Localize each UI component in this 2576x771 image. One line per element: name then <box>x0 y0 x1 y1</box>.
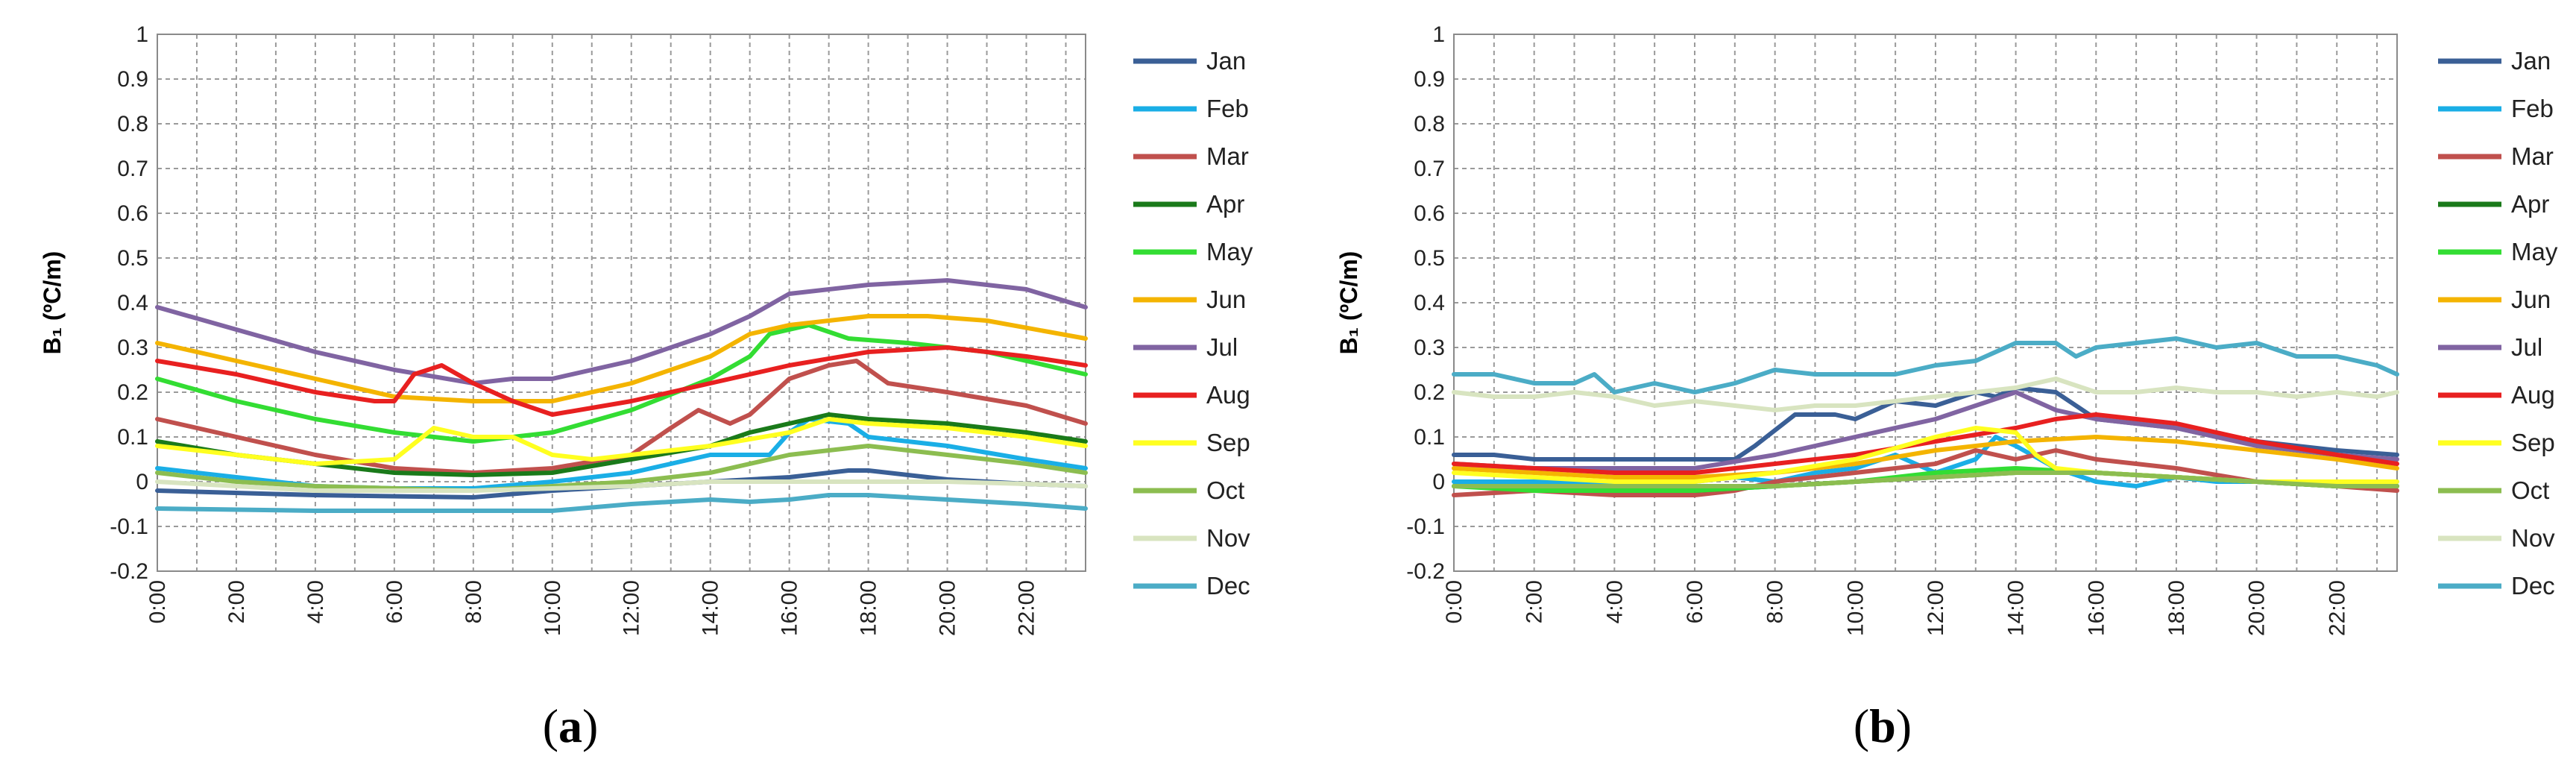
x-tick-label: 18:00 <box>857 580 881 636</box>
series-line-jul <box>1452 390 2399 471</box>
y-tick-label: 0.7 <box>117 157 148 181</box>
y-tick-label: -0.1 <box>1406 514 1445 539</box>
x-tick-label: 16:00 <box>778 580 802 636</box>
y-tick-label: 0 <box>1432 470 1445 494</box>
chart-panel-a: 1 0.9 0.8 0.7 0.6 0.5 0.4 0.3 0.2 0.1 0 -0.1 -0.20:0… <box>39 22 1253 752</box>
y-axis-label: B₁ (ºC/m) <box>1335 251 1362 355</box>
x-tick-label: 4:00 <box>303 580 328 623</box>
legend-label-jul: Jul <box>2511 333 2542 361</box>
series-line-oct <box>1452 471 2399 488</box>
y-tick-label: 0.3 <box>117 336 148 360</box>
x-tick-label: 6:00 <box>382 580 407 623</box>
series-line-aug <box>155 345 1088 417</box>
series-line-nov <box>1452 377 2399 412</box>
series-line-jul <box>155 278 1088 386</box>
legend-label-feb: Feb <box>1206 95 1249 122</box>
legend-label-oct: Oct <box>2511 476 2549 504</box>
y-tick-label: -0.1 <box>110 514 148 539</box>
y-tick-label: 0.8 <box>1414 112 1445 136</box>
y-tick-label: 0.2 <box>117 380 148 405</box>
y-tick-label: 1 <box>1432 22 1445 47</box>
y-tick-label: 0.9 <box>1414 67 1445 92</box>
legend-label-may: May <box>1206 238 1253 265</box>
x-tick-label: 0:00 <box>1442 580 1467 623</box>
y-axis-label: B₁ (ºC/m) <box>39 251 66 355</box>
plot-frame <box>1453 34 2398 572</box>
y-tick-label: -0.2 <box>1406 559 1445 584</box>
series-line-mar <box>1452 448 2399 497</box>
x-tick-label: 16:00 <box>2084 580 2109 636</box>
series-line-nov <box>155 479 1088 493</box>
legend-label-dec: Dec <box>2511 572 2555 600</box>
legend-label-jun: Jun <box>2511 286 2551 313</box>
legend-label-sep: Sep <box>1206 429 1250 456</box>
legend-label-dec: Dec <box>1206 572 1250 600</box>
legend-label-sep: Sep <box>2511 429 2555 456</box>
plot-frame <box>157 34 1086 572</box>
y-tick-label: 0.1 <box>117 425 148 450</box>
y-tick-label: 0.4 <box>117 291 148 315</box>
x-tick-label: 14:00 <box>2004 580 2029 636</box>
x-tick-label: 8:00 <box>462 580 486 623</box>
chart-panel-b: 1 0.9 0.8 0.7 0.6 0.5 0.4 0.3 0.2 0.1 0 -0.1 -0.20:0… <box>1335 22 2558 752</box>
legend-label-aug: Aug <box>2511 381 2555 409</box>
legend-label-apr: Apr <box>2511 190 2549 218</box>
legend-label-mar: Mar <box>1206 142 1249 170</box>
legend-label-jan: Jan <box>2511 47 2551 75</box>
legend-label-jan: Jan <box>1206 47 1246 75</box>
x-tick-label: 6:00 <box>1683 580 1707 623</box>
y-tick-label: 0.6 <box>117 201 148 226</box>
x-tick-label: 10:00 <box>541 580 565 636</box>
series-line-dec <box>155 493 1088 513</box>
series-line-jun <box>155 314 1088 403</box>
panel-caption: (b) <box>1854 699 1912 752</box>
x-tick-label: 8:00 <box>1763 580 1788 623</box>
y-tick-label: -0.2 <box>110 559 148 584</box>
series-line-sep <box>155 417 1088 466</box>
legend-label-jul: Jul <box>1206 333 1238 361</box>
x-tick-label: 0:00 <box>145 580 170 623</box>
legend-label-oct: Oct <box>1206 476 1244 504</box>
x-tick-label: 10:00 <box>1843 580 1868 636</box>
y-tick-label: 0.4 <box>1414 291 1445 315</box>
series-line-jun <box>1452 435 2399 479</box>
x-tick-label: 2:00 <box>1522 580 1547 623</box>
x-tick-label: 22:00 <box>2325 580 2349 636</box>
x-tick-label: 12:00 <box>1924 580 1948 636</box>
panel-caption: (a) <box>543 699 599 752</box>
legend-label-feb: Feb <box>2511 95 2554 122</box>
legend-label-nov: Nov <box>2511 524 2555 552</box>
y-tick-label: 0.1 <box>1414 425 1445 450</box>
legend-label-jun: Jun <box>1206 286 1246 313</box>
y-tick-label: 0.6 <box>1414 201 1445 226</box>
y-tick-label: 0.9 <box>117 67 148 92</box>
x-tick-label: 2:00 <box>224 580 249 623</box>
y-tick-label: 0.8 <box>117 112 148 136</box>
x-tick-label: 12:00 <box>620 580 644 636</box>
x-tick-label: 20:00 <box>936 580 960 636</box>
series-line-mar <box>155 359 1088 475</box>
y-tick-label: 0.2 <box>1414 380 1445 405</box>
legend-label-nov: Nov <box>1206 524 1250 552</box>
y-tick-label: 0.3 <box>1414 336 1445 360</box>
x-tick-label: 18:00 <box>2164 580 2189 636</box>
x-tick-label: 4:00 <box>1602 580 1627 623</box>
legend-label-apr: Apr <box>1206 190 1244 218</box>
legend-label-mar: Mar <box>2511 142 2554 170</box>
series-line-aug <box>1452 412 2399 475</box>
series-line-dec <box>1452 336 2399 394</box>
series-line-oct <box>155 444 1088 493</box>
legend-label-aug: Aug <box>1206 381 1250 409</box>
x-tick-label: 22:00 <box>1015 580 1039 636</box>
y-tick-label: 0.5 <box>1414 246 1445 271</box>
legend-label-may: May <box>2511 238 2558 265</box>
y-tick-label: 1 <box>136 22 148 47</box>
x-tick-label: 14:00 <box>699 580 723 636</box>
series-line-may <box>155 323 1088 444</box>
y-tick-label: 0.7 <box>1414 157 1445 181</box>
y-tick-label: 0.5 <box>117 246 148 271</box>
x-tick-label: 20:00 <box>2245 580 2270 636</box>
y-tick-label: 0 <box>136 470 148 494</box>
